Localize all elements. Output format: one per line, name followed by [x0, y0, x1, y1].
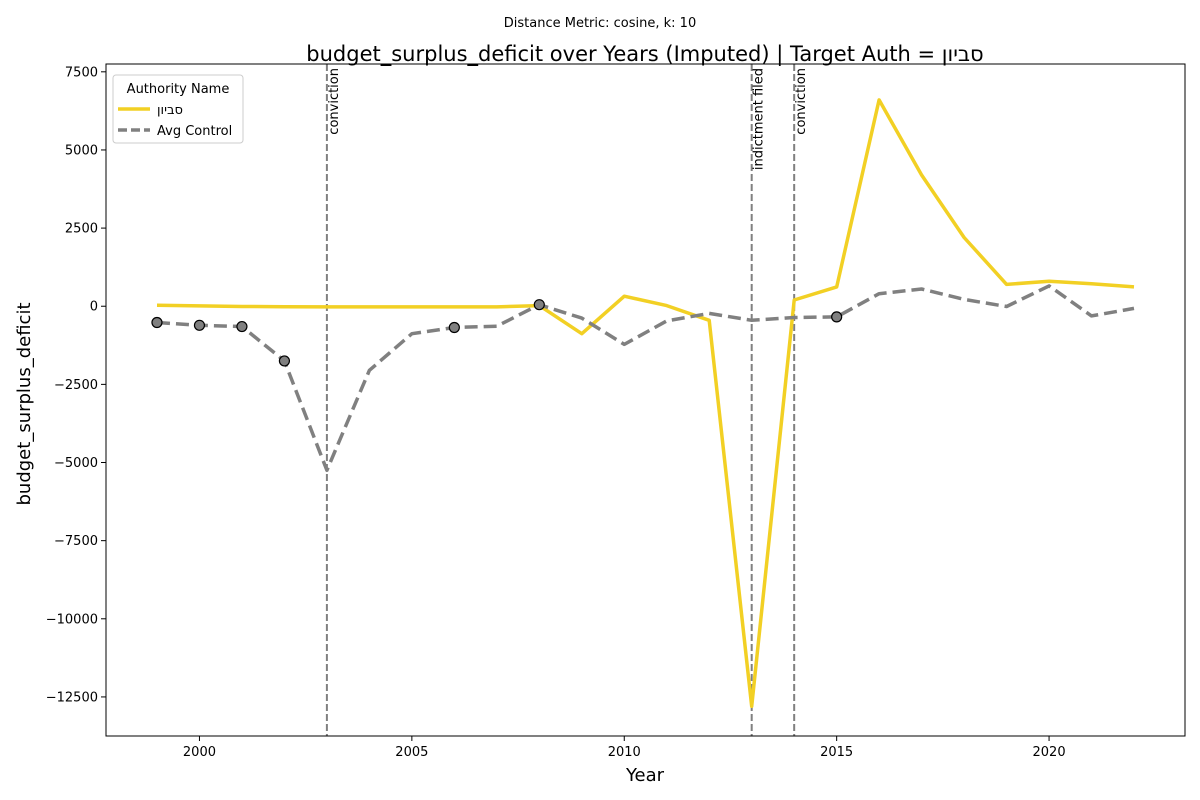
series-line-1 [156, 284, 1135, 473]
legend-label-1: Avg Control [157, 124, 232, 139]
y-tick-label: −5000 [54, 456, 98, 471]
data-point-marker [278, 355, 291, 367]
y-tick-label: 5000 [65, 143, 98, 158]
legend-label-0: סביון [157, 103, 183, 118]
data-point-marker [448, 321, 460, 334]
x-tick-label: 2010 [608, 745, 641, 760]
series-line-0 [156, 98, 1135, 709]
data-point-marker [151, 316, 163, 329]
event-label-0: conviction [327, 68, 342, 135]
data-point-marker [236, 320, 248, 333]
x-tick-label: 2020 [1033, 745, 1066, 760]
event-label-2: conviction [794, 68, 809, 135]
x-tick-label: 2015 [820, 745, 853, 760]
plot-area: conviction indictment filed conviction 2000… [46, 63, 1186, 760]
y-tick-label: −12500 [46, 690, 98, 705]
y-tick-label: −10000 [46, 612, 98, 627]
x-axis-label: Year [625, 765, 665, 786]
y-axis-label: budget_surplus_deficit [14, 302, 35, 505]
data-point-marker [533, 299, 545, 311]
chart-title: budget_surplus_deficit over Years (Imput… [306, 42, 983, 67]
y-tick-label: 0 [90, 300, 98, 315]
y-tick-label: −2500 [54, 378, 98, 393]
legend: Authority Name סביון Avg Control [112, 74, 244, 144]
legend-title: Authority Name [127, 82, 230, 97]
y-tick-label: −7500 [54, 534, 98, 549]
x-tick-label: 2005 [395, 745, 428, 760]
chart-suptitle: Distance Metric: cosine, k: 10 [504, 16, 696, 31]
y-tick-label: 2500 [65, 222, 98, 237]
axes-frame [105, 63, 1186, 737]
data-point-marker [193, 319, 206, 331]
legend-box [112, 74, 244, 144]
data-point-marker [831, 311, 843, 323]
x-tick-label: 2000 [183, 745, 216, 760]
event-label-1: indictment filed [752, 68, 767, 170]
y-tick-label: 7500 [65, 65, 98, 80]
